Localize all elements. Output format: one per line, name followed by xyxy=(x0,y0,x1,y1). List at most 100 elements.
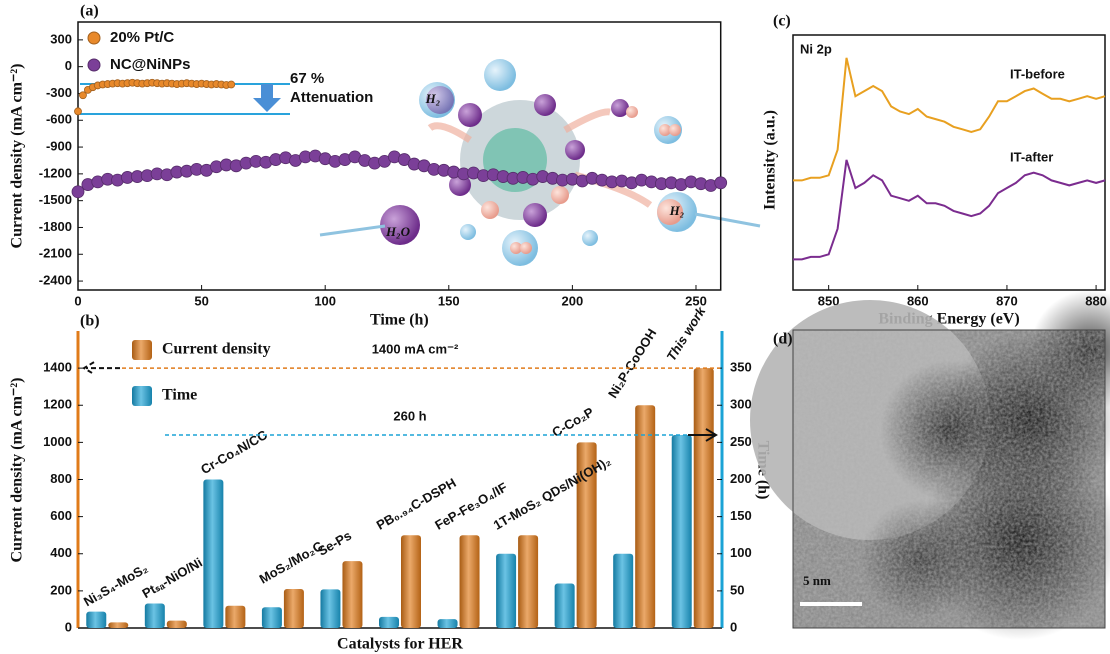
series-label: IT-before xyxy=(1010,66,1065,81)
illustration xyxy=(319,59,761,266)
data-point xyxy=(74,107,82,116)
annotation: H₂ xyxy=(669,203,685,218)
y-tick-label: 1400 xyxy=(43,360,72,375)
y2-tick-label: 200 xyxy=(730,471,752,486)
y-tick-label: -2400 xyxy=(39,273,72,288)
y2-tick-label: 250 xyxy=(730,434,752,449)
category-label: Ptₛₐ-NiO/Ni xyxy=(140,555,205,601)
x-tick-label: 870 xyxy=(996,293,1018,308)
data-point xyxy=(227,80,236,89)
panel-label: (b) xyxy=(80,313,100,330)
panel-label: (d) xyxy=(773,331,793,348)
annotation: Attenuation xyxy=(290,89,373,106)
legend-label: NC@NiNPs xyxy=(110,56,190,73)
bar xyxy=(261,607,282,628)
legend-label: 20% Pt/C xyxy=(110,29,174,46)
bar xyxy=(283,589,304,628)
bar xyxy=(203,479,224,628)
y-tick-label: -900 xyxy=(46,139,72,154)
x-tick-label: 250 xyxy=(685,293,707,308)
bar xyxy=(576,442,597,628)
y-tick-label: -600 xyxy=(46,112,72,127)
bar xyxy=(613,553,634,628)
legend-marker xyxy=(132,340,152,360)
bar xyxy=(437,619,458,628)
data-point xyxy=(71,185,85,199)
chart-title: Ni 2p xyxy=(800,41,832,56)
y-tick-label: 0 xyxy=(65,619,72,634)
x-axis-label: Catalysts for HER xyxy=(337,636,463,653)
y-tick-label: 300 xyxy=(50,31,72,46)
y-tick-label: -1800 xyxy=(39,219,72,234)
series-label: IT-after xyxy=(1010,149,1053,164)
bar xyxy=(166,620,187,628)
y-tick-label: 400 xyxy=(50,545,72,560)
tem-frame xyxy=(792,329,1106,629)
y-axis-label: Current density (mA cm⁻²) xyxy=(9,64,26,249)
y2-tick-label: 50 xyxy=(730,582,744,597)
bar xyxy=(144,603,165,628)
legend-marker xyxy=(87,58,101,72)
annotation: H₂ xyxy=(425,91,441,106)
bar xyxy=(671,434,692,628)
y2-tick-label: 150 xyxy=(730,508,752,523)
plot-frame xyxy=(792,34,1106,291)
bar xyxy=(86,611,107,628)
tem-texture xyxy=(793,330,1105,628)
y-tick-label: 1000 xyxy=(43,434,72,449)
y-tick-label: -2100 xyxy=(39,246,72,261)
y-tick-label: -1500 xyxy=(39,192,72,207)
x-tick-label: 0 xyxy=(74,293,81,308)
y-axis-label: Intensity (a.u.) xyxy=(762,110,779,210)
y-tick-label: 200 xyxy=(50,582,72,597)
x-tick-label: 860 xyxy=(907,293,929,308)
annotation: 67 % xyxy=(290,70,324,87)
data-point xyxy=(79,91,87,100)
attenuation-marker xyxy=(80,83,290,115)
y2-tick-label: 100 xyxy=(730,545,752,560)
bar xyxy=(518,535,539,628)
bar xyxy=(225,605,246,628)
category-label: Ni₃S₄-MoS₂ xyxy=(81,560,151,609)
spectrum-line xyxy=(793,57,1106,182)
data-point xyxy=(714,176,728,190)
bar xyxy=(379,616,399,628)
x-tick-label: 150 xyxy=(438,293,460,308)
y-axis-label: Current density (mA cm⁻²) xyxy=(9,378,26,563)
reference-arrow xyxy=(82,361,120,375)
bar xyxy=(320,589,341,628)
x-tick-label: 100 xyxy=(314,293,336,308)
x-tick-label: 200 xyxy=(562,293,584,308)
annotation: 1400 mA cm⁻² xyxy=(372,342,459,357)
panel-label: (c) xyxy=(773,13,791,30)
reference-arrow xyxy=(688,428,718,442)
y-tick-label: -300 xyxy=(46,85,72,100)
annotation: H₂O xyxy=(385,224,411,239)
bar xyxy=(693,368,714,628)
y-tick-label: 600 xyxy=(50,508,72,523)
bar xyxy=(108,622,129,628)
x-axis-label: Time (h) xyxy=(370,312,429,329)
y-tick-label: 1200 xyxy=(43,397,72,412)
annotation: 260 h xyxy=(393,408,426,423)
category-label: Se-Ps xyxy=(315,528,354,559)
y2-tick-label: 300 xyxy=(730,397,752,412)
legend-label: Current density xyxy=(162,341,271,358)
scale-bar-label: 5 nm xyxy=(803,573,831,588)
legend-marker xyxy=(87,31,101,45)
bar xyxy=(554,583,575,628)
bar xyxy=(496,553,517,628)
legend-label: Time xyxy=(162,387,197,404)
bar xyxy=(342,561,363,628)
category-label: This work xyxy=(663,303,708,363)
y-tick-label: -1200 xyxy=(39,165,72,180)
y-tick-label: 800 xyxy=(50,471,72,486)
bar xyxy=(459,535,480,628)
bar xyxy=(401,535,421,628)
y2-tick-label: 0 xyxy=(730,619,737,634)
spectrum-line xyxy=(793,159,1106,261)
category-label: Ni₂P-CoOOH xyxy=(605,326,659,401)
y-tick-label: 0 xyxy=(65,58,72,73)
legend-marker xyxy=(132,386,152,406)
